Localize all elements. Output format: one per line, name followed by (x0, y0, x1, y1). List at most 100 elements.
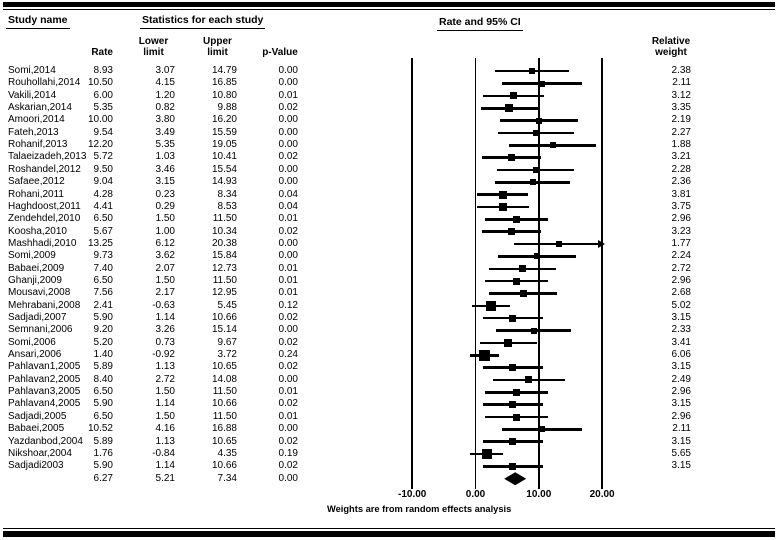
p-value: 0.00 (278, 373, 298, 385)
effect-size-box (535, 117, 542, 124)
p-value: 0.12 (278, 299, 298, 311)
study-row: Somi,2009 9.73 3.62 15.84 0.00 2.24 (0, 250, 778, 262)
overall-rate-value: 6.27 (93, 472, 113, 484)
upper-limit-value: 5.45 (217, 299, 237, 311)
study-row: Pahlavan1,2005 5.89 1.13 10.65 0.02 3.15 (0, 361, 778, 373)
lower-limit-value: 1.14 (155, 460, 175, 472)
study-row: Sadjadi,2007 5.90 1.14 10.66 0.02 3.15 (0, 312, 778, 324)
study-row: Roshandel,2012 9.50 3.46 15.54 0.00 2.28 (0, 164, 778, 176)
lower-limit-value: 3.62 (155, 250, 175, 262)
upper-limit-value: 15.84 (211, 250, 237, 262)
study-row: Babaei,2005 10.52 4.16 16.88 0.00 2.11 (0, 423, 778, 435)
study-row: Ghanji,2009 6.50 1.50 11.50 0.01 2.96 (0, 275, 778, 287)
study-label: Pahlavan4,2005 (8, 398, 81, 410)
study-label: Nikshoar,2004 (8, 447, 72, 459)
upper-limit-header-line2: limit (207, 47, 228, 58)
rate-value: 5.72 (93, 151, 113, 163)
rate-column-header: Rate (91, 47, 113, 58)
study-label: Fateh,2013 (8, 126, 59, 138)
effect-size-box (499, 203, 508, 212)
rate-value: 9.54 (93, 126, 113, 138)
study-row: Mousavi,2008 7.56 2.17 12.95 0.01 2.68 (0, 287, 778, 299)
study-label: Vakili,2014 (8, 89, 57, 101)
relative-weight-value: 3.75 (671, 200, 691, 212)
study-label: Pahlavan2,2005 (8, 373, 81, 385)
lower-limit-value: 2.17 (155, 287, 175, 299)
lower-limit-value: 1.50 (155, 386, 175, 398)
effect-size-box (509, 92, 517, 100)
axis-tick-label: -10.00 (398, 489, 427, 500)
relative-weight-value: 2.33 (671, 324, 691, 336)
upper-limit-value: 10.41 (211, 151, 237, 163)
effect-size-box (481, 449, 492, 460)
relative-weight-value: 3.15 (671, 398, 691, 410)
rate-value: 9.04 (93, 176, 113, 188)
relative-weight-value: 3.35 (671, 102, 691, 114)
relative-weight-value: 3.41 (671, 336, 691, 348)
top-border-thin (3, 9, 775, 10)
relative-weight-value: 2.49 (671, 373, 691, 385)
lower-limit-value: 3.15 (155, 176, 175, 188)
rate-value: 13.25 (87, 237, 113, 249)
lower-limit-value: -0.63 (152, 299, 175, 311)
effect-size-box (513, 215, 521, 223)
study-label: Yazdanbod,2004 (8, 435, 83, 447)
p-value-column-header: p-Value (262, 47, 298, 58)
upper-limit-value: 10.66 (211, 460, 237, 472)
effect-size-box (529, 68, 536, 75)
p-value: 0.02 (278, 435, 298, 447)
study-row: Somi,2014 8.93 3.07 14.79 0.00 2.38 (0, 65, 778, 77)
study-label: Mousavi,2008 (8, 287, 71, 299)
study-label: Pahlavan3,2005 (8, 386, 81, 398)
p-value: 0.00 (278, 139, 298, 151)
overall-p-value: 0.00 (278, 472, 298, 484)
relative-weight-value: 1.88 (671, 139, 691, 151)
upper-limit-value: 19.05 (211, 139, 237, 151)
study-label: Haghdoost,2011 (8, 200, 81, 212)
effect-size-box (513, 413, 521, 421)
study-row: Yazdanbod,2004 5.89 1.13 10.65 0.02 3.15 (0, 436, 778, 448)
effect-size-box (508, 154, 516, 162)
lower-limit-value: 1.50 (155, 410, 175, 422)
study-label: Somi,2014 (8, 65, 56, 76)
overall-row: 6.27 5.21 7.34 0.00 (0, 473, 778, 485)
upper-limit-value: 10.66 (211, 312, 237, 323)
lower-limit-value: 1.14 (155, 312, 175, 323)
study-label: Mehrabani,2008 (8, 299, 81, 311)
upper-limit-value: 14.08 (211, 373, 237, 385)
upper-limit-value: 10.80 (211, 89, 237, 101)
rate-value: 2.41 (93, 299, 113, 311)
effect-size-box (509, 462, 517, 470)
lower-limit-value: -0.92 (152, 349, 175, 361)
upper-limit-value: 10.66 (211, 398, 237, 410)
lower-limit-value: 1.13 (155, 361, 175, 373)
effect-size-box (505, 104, 514, 113)
lower-limit-value: 3.26 (155, 324, 175, 336)
relative-weight-value: 3.23 (671, 225, 691, 237)
study-row: Pahlavan2,2005 8.40 2.72 14.08 0.00 2.49 (0, 374, 778, 386)
relative-weight-value: 2.19 (671, 114, 691, 126)
p-value: 0.19 (278, 447, 298, 459)
upper-limit-value: 10.65 (211, 361, 237, 373)
rate-value: 6.50 (93, 386, 113, 398)
study-label: Roshandel,2012 (8, 163, 81, 175)
effect-size-box (485, 300, 496, 311)
lower-limit-value: 0.73 (155, 336, 175, 348)
study-label: Sadjadi,2005 (8, 410, 67, 422)
upper-limit-value: 9.88 (217, 102, 237, 114)
study-label: Zendehdel,2010 (8, 213, 81, 225)
relative-weight-value: 3.15 (671, 361, 691, 373)
relative-weight-value: 5.65 (671, 447, 691, 459)
effect-size-box (549, 142, 556, 149)
study-row: Babaei,2009 7.40 2.07 12.73 0.01 2.72 (0, 263, 778, 275)
study-row: Koosha,2010 5.67 1.00 10.34 0.02 3.23 (0, 226, 778, 238)
study-label: Mashhadi,2010 (8, 237, 77, 249)
rate-value: 10.50 (87, 77, 113, 89)
p-value: 0.24 (278, 349, 298, 361)
effect-size-box (509, 314, 517, 322)
relative-weight-value: 3.21 (671, 151, 691, 163)
p-value: 0.00 (278, 77, 298, 89)
upper-limit-value: 16.88 (211, 423, 237, 435)
rate-value: 9.50 (93, 163, 113, 175)
lower-limit-value: 3.46 (155, 163, 175, 175)
